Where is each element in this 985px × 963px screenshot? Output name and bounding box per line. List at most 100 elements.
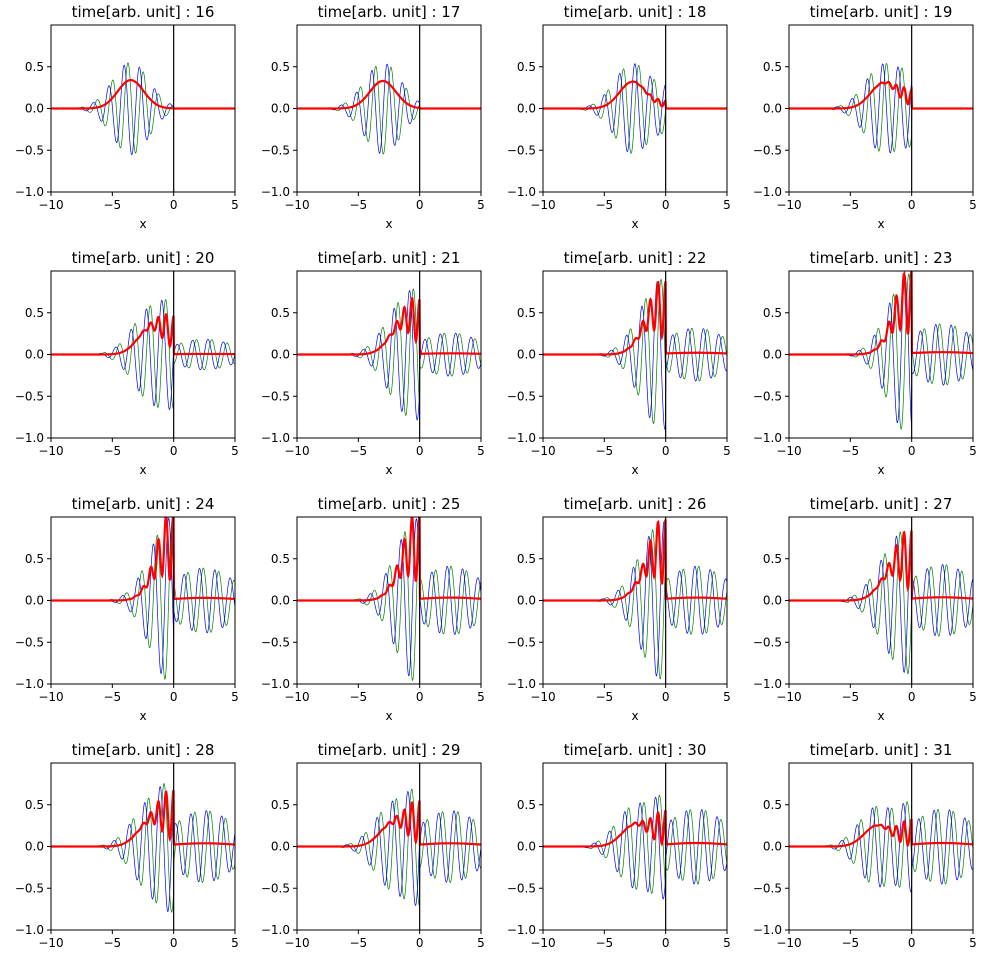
subplot-t28: time[arb. unit] : 28 −10 −5 0 5 −1.0 −0.5 0.0 0.… xyxy=(15,741,239,950)
y-tick-label: −1.0 xyxy=(261,185,290,199)
y-tick-label: 0.5 xyxy=(517,306,536,320)
y-tick-label: −1.0 xyxy=(753,677,782,691)
x-tick-label: −5 xyxy=(103,444,121,458)
x-tick-label: 0 xyxy=(416,198,424,212)
x-tick-label: −5 xyxy=(349,198,367,212)
y-tick-label: −0.5 xyxy=(261,143,290,157)
y-tick-label: 0.5 xyxy=(763,306,782,320)
plot-area xyxy=(543,63,727,154)
y-tick-label: −0.5 xyxy=(15,881,44,895)
x-tick-label: −10 xyxy=(284,936,309,950)
y-tick-label: 0.5 xyxy=(271,798,290,812)
y-tick-label: 0.5 xyxy=(271,60,290,74)
y-tick-label: −0.5 xyxy=(507,635,536,649)
y-tick-label: −1.0 xyxy=(753,185,782,199)
plot-area xyxy=(297,517,481,682)
y-tick-label: 0.5 xyxy=(517,552,536,566)
y-tick-label: −0.5 xyxy=(753,881,782,895)
x-tick-label: −10 xyxy=(284,198,309,212)
x-tick-label: −5 xyxy=(595,936,613,950)
imag-part-line xyxy=(297,288,481,416)
x-axis-label: x xyxy=(877,709,884,723)
x-tick-label: 5 xyxy=(231,444,239,458)
y-tick-label: 0.5 xyxy=(25,552,44,566)
y-tick-label: 0.0 xyxy=(517,594,536,608)
real-part-line xyxy=(51,517,235,675)
y-tick-label: 0.5 xyxy=(271,552,290,566)
y-tick-label: −1.0 xyxy=(261,677,290,691)
x-tick-label: 0 xyxy=(908,444,916,458)
subplot-title: time[arb. unit] : 27 xyxy=(810,495,953,513)
imag-part-line xyxy=(543,794,727,894)
x-tick-label: 0 xyxy=(662,444,670,458)
x-tick-label: 0 xyxy=(416,444,424,458)
x-tick-label: −5 xyxy=(841,444,859,458)
x-axis-label: x xyxy=(385,217,392,231)
plot-area xyxy=(51,299,235,411)
y-tick-label: 0.5 xyxy=(517,798,536,812)
y-tick-label: −1.0 xyxy=(507,677,536,691)
y-tick-label: 0.0 xyxy=(517,840,536,854)
imag-part-line xyxy=(51,782,235,913)
y-tick-label: −1.0 xyxy=(507,431,536,445)
x-tick-label: 0 xyxy=(416,690,424,704)
x-tick-label: 0 xyxy=(908,198,916,212)
x-tick-label: 0 xyxy=(170,690,178,704)
probability-density-line xyxy=(297,79,481,110)
y-tick-label: −0.5 xyxy=(15,635,44,649)
x-tick-label: 5 xyxy=(231,936,239,950)
probability-density-line xyxy=(543,809,727,848)
y-tick-label: 0.5 xyxy=(25,798,44,812)
y-tick-label: 0.0 xyxy=(271,594,290,608)
subplot-t19: time[arb. unit] : 19 −10 −5 0 5 −1.0 −0.5 0.0 0.… xyxy=(753,3,977,231)
y-tick-label: −1.0 xyxy=(15,923,44,937)
subplot-title: time[arb. unit] : 30 xyxy=(564,741,707,759)
x-tick-label: −10 xyxy=(38,690,63,704)
probability-density-line xyxy=(789,271,973,356)
y-tick-label: −1.0 xyxy=(261,923,290,937)
x-tick-label: 5 xyxy=(723,690,731,704)
subplot-title: time[arb. unit] : 28 xyxy=(72,741,215,759)
subplot-title: time[arb. unit] : 21 xyxy=(318,249,461,267)
subplot-t20: time[arb. unit] : 20 −10 −5 0 5 −1.0 −0.5 0.0 0.… xyxy=(15,249,239,477)
x-tick-label: 5 xyxy=(723,936,731,950)
plot-area xyxy=(789,528,973,675)
x-tick-label: 5 xyxy=(969,936,977,950)
x-tick-label: −5 xyxy=(595,444,613,458)
y-tick-label: −0.5 xyxy=(261,389,290,403)
probability-density-line xyxy=(297,800,481,848)
subplot-title: time[arb. unit] : 31 xyxy=(810,741,953,759)
y-tick-label: −0.5 xyxy=(753,389,782,403)
y-tick-label: 0.5 xyxy=(763,552,782,566)
y-tick-label: 0.0 xyxy=(763,594,782,608)
plot-area xyxy=(297,788,481,907)
x-tick-label: −5 xyxy=(841,198,859,212)
x-tick-label: −5 xyxy=(103,198,121,212)
y-tick-label: 0.0 xyxy=(25,348,44,362)
subplot-title: time[arb. unit] : 26 xyxy=(564,495,707,513)
subplot-t17: time[arb. unit] : 17 −10 −5 0 5 −1.0 −0.5 0.0 0.… xyxy=(261,3,485,231)
x-tick-label: −5 xyxy=(103,936,121,950)
y-tick-label: −1.0 xyxy=(15,431,44,445)
subplot-t21: time[arb. unit] : 21 −10 −5 0 5 −1.0 −0.5 0.0 0.… xyxy=(261,249,485,477)
plot-area xyxy=(789,62,973,154)
x-tick-label: −10 xyxy=(776,936,801,950)
x-tick-label: −5 xyxy=(841,690,859,704)
probability-density-line xyxy=(297,517,481,602)
y-tick-label: −0.5 xyxy=(15,143,44,157)
y-tick-label: −1.0 xyxy=(261,431,290,445)
x-tick-label: 0 xyxy=(416,936,424,950)
subplot-t16: time[arb. unit] : 16 −10 −5 0 5 −1.0 −0.5 0.0 0.… xyxy=(15,3,239,231)
x-tick-label: 0 xyxy=(908,936,916,950)
subplot-title: time[arb. unit] : 19 xyxy=(810,3,953,21)
y-tick-label: 0.5 xyxy=(271,306,290,320)
x-axis-label: x xyxy=(877,463,884,477)
x-tick-label: 0 xyxy=(170,198,178,212)
x-tick-label: 0 xyxy=(170,444,178,458)
x-axis-label: x xyxy=(631,709,638,723)
plot-area xyxy=(51,62,235,155)
x-tick-label: 0 xyxy=(662,936,670,950)
plot-area xyxy=(543,278,727,431)
plot-area xyxy=(51,517,235,680)
